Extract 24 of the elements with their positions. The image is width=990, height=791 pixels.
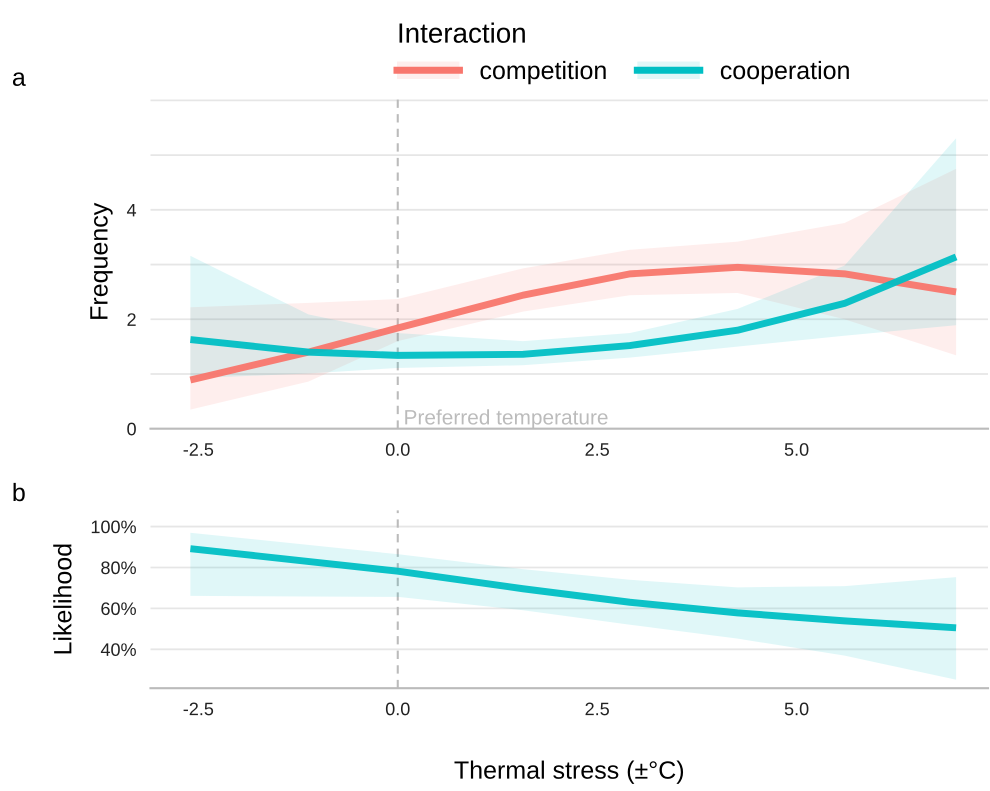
y-tick-label: 60% — [101, 602, 136, 616]
y-tick-label: 40% — [100, 643, 136, 656]
x-tick-label: 5.0 — [784, 443, 808, 456]
legend-title: Interaction — [400, 22, 525, 43]
x-tick-label: 2.5 — [586, 702, 609, 716]
legend-label: cooperation — [720, 60, 849, 84]
x-tick-label: 5.0 — [784, 702, 808, 716]
y-tick-label: 100% — [92, 520, 136, 534]
x-tick-label: -2.5 — [184, 443, 214, 456]
y-axis-title: Likelihood — [53, 544, 72, 654]
x-tick-label: 2.5 — [586, 443, 609, 456]
y-tick-label: 0 — [127, 422, 136, 436]
y-tick-label: 4 — [126, 204, 136, 216]
ref-line-label: Preferred temperature — [405, 409, 608, 429]
chart-title: b — [13, 482, 25, 502]
chart-title: a — [12, 72, 26, 86]
y-axis-title: Frequency — [90, 202, 113, 319]
x-tick-label: 0.0 — [386, 702, 410, 716]
y-tick-label: 2 — [127, 313, 136, 326]
y-tick-label: 80% — [101, 561, 136, 574]
legend-label: competition — [480, 60, 606, 84]
x-axis-title: Thermal stress (±°C) — [454, 760, 684, 784]
x-tick-label: 0.0 — [386, 443, 410, 456]
x-tick-label: -2.5 — [184, 702, 214, 716]
